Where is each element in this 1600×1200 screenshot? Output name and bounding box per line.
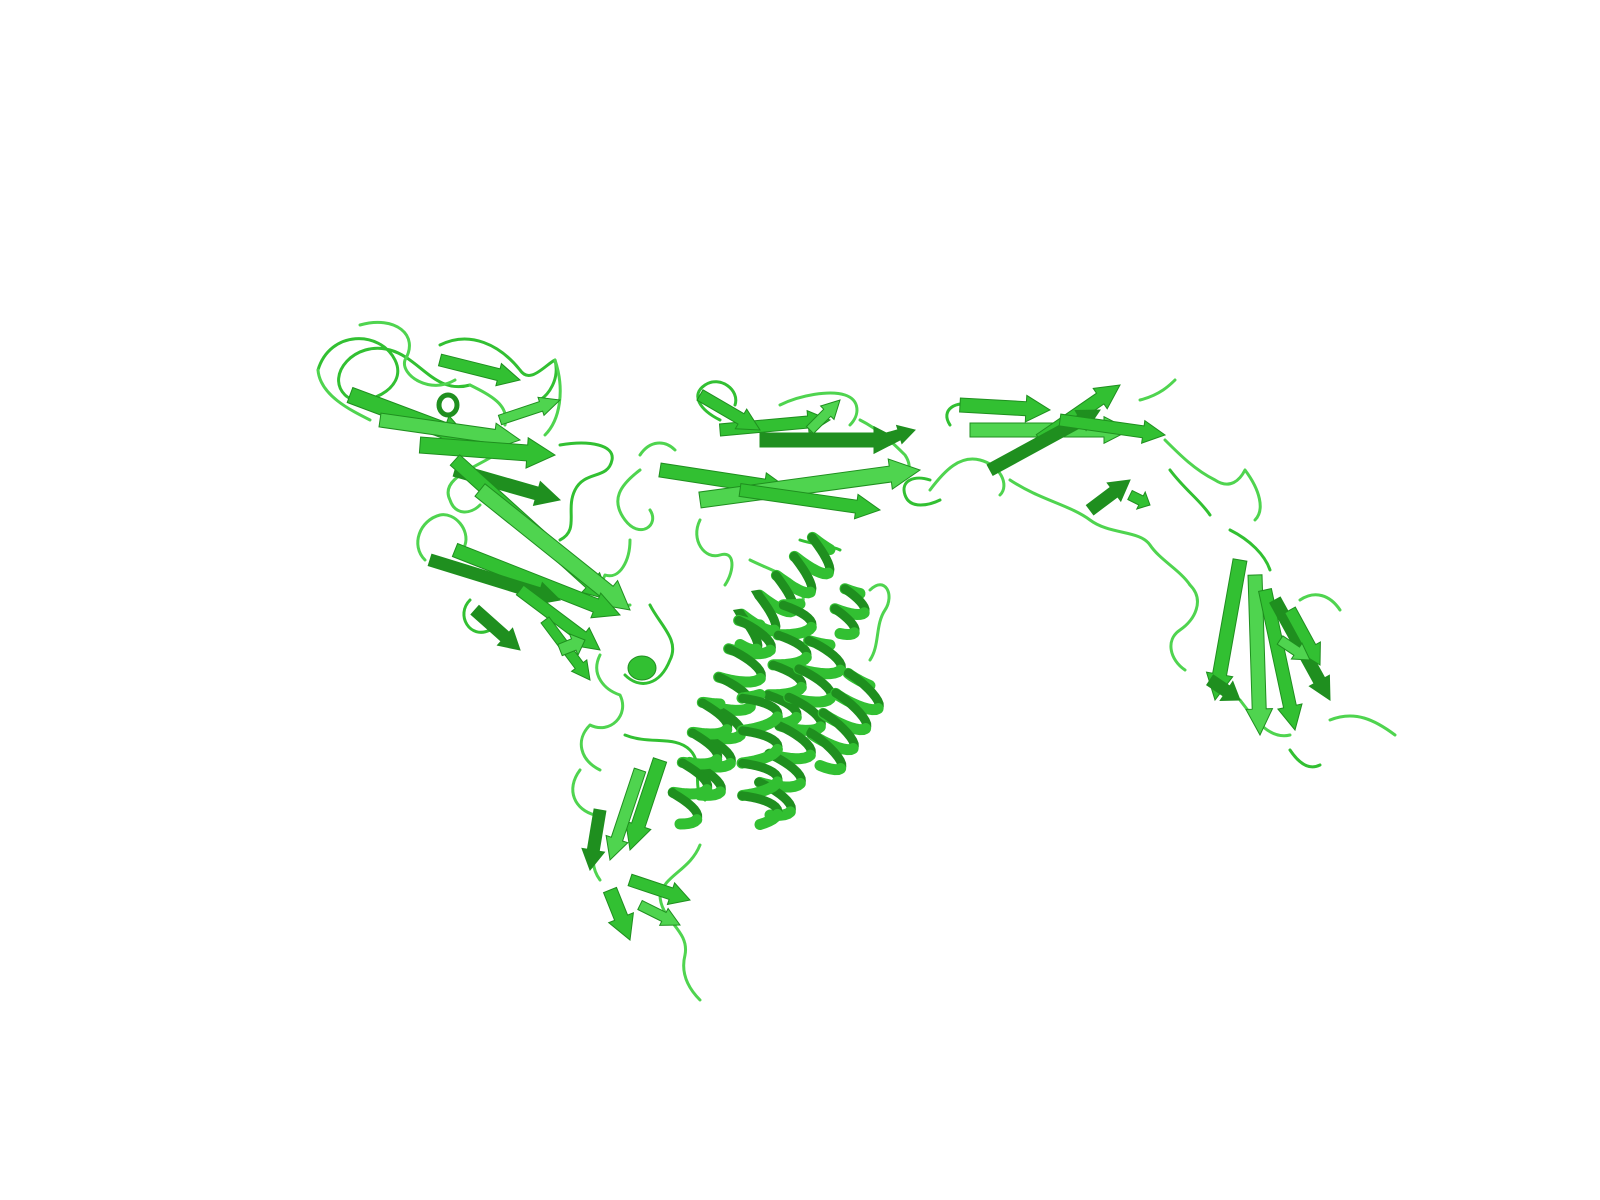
- coil-loop: [1138, 378, 1177, 402]
- helix-back-segment: [697, 698, 733, 733]
- helix-back-segment: [784, 692, 826, 730]
- beta-strand-arrow: [451, 542, 622, 619]
- helix-back-segment: [677, 758, 713, 793]
- helix-back-segment: [763, 690, 802, 720]
- helix-back-segment: [843, 668, 884, 712]
- helix-segment: [754, 808, 783, 830]
- beta-strand-arrow: [959, 394, 1052, 423]
- beta-strand-arrow: [605, 767, 647, 862]
- beta-strand-arrow: [437, 353, 522, 387]
- beta-strand-arrow: [738, 483, 882, 520]
- beta-strand-arrow: [1206, 674, 1241, 702]
- helix-segment: [674, 814, 703, 830]
- coil-loop: [1328, 714, 1397, 737]
- helix-back-segment: [768, 660, 807, 690]
- helix-back-segment: [724, 644, 766, 681]
- helix-back-segment: [806, 727, 847, 772]
- beta-strands: [346, 353, 1331, 941]
- helix-back-segment: [773, 630, 812, 660]
- helix-back-segment: [687, 728, 723, 763]
- coil-loop: [1169, 583, 1199, 672]
- helix-back-segment: [734, 616, 776, 653]
- helix-turn: [436, 392, 460, 418]
- beta-strand-arrow: [602, 886, 635, 941]
- coil-loop: [1163, 438, 1262, 522]
- coil-loop: [928, 457, 1006, 497]
- coil-loop: [558, 441, 614, 542]
- beta-strand-arrow: [877, 424, 916, 446]
- coil-loop: [446, 453, 497, 514]
- beta-strand-arrow: [470, 604, 521, 651]
- helix-back-segment: [737, 791, 783, 817]
- coil-loops: [316, 320, 1397, 1002]
- helix-back-segment: [794, 664, 836, 701]
- coil-loop: [316, 368, 372, 422]
- helix-back-segment: [738, 726, 783, 752]
- helix-back-segment: [804, 636, 846, 673]
- helix-segment: [814, 760, 847, 776]
- helix-back-segment: [807, 532, 835, 577]
- coil-loop: [1008, 478, 1192, 587]
- coil-loop: [358, 320, 457, 387]
- helix-turn: [627, 655, 657, 681]
- coil-loop: [1168, 468, 1212, 517]
- coil-loop: [616, 468, 655, 532]
- coil-loop: [543, 358, 562, 437]
- helix-back-segment: [789, 551, 817, 596]
- coil-loop: [438, 337, 558, 402]
- helix-back-segment: [831, 688, 872, 732]
- coil-loop: [316, 337, 472, 402]
- beta-strand-arrow: [624, 757, 668, 852]
- helix-segment: [834, 627, 860, 641]
- coil-loop: [623, 603, 675, 685]
- helix-back-segment: [750, 589, 781, 634]
- alpha-helix: [736, 689, 783, 830]
- helix-back-segment: [818, 708, 859, 752]
- coil-loop: [416, 513, 468, 562]
- helix-back-segment: [667, 787, 703, 823]
- helix-back-segment: [778, 600, 817, 630]
- beta-strand-arrow: [581, 808, 607, 871]
- coil-loop: [1228, 528, 1272, 572]
- coil-loop: [902, 476, 942, 507]
- alpha-helices: [436, 392, 884, 830]
- coil-loop: [638, 441, 677, 457]
- coil-loop: [623, 733, 707, 802]
- coil-loop: [462, 598, 492, 634]
- helix-back-segment: [738, 693, 783, 719]
- beta-strand-arrow: [627, 873, 691, 906]
- beta-strand-arrow: [1127, 489, 1151, 510]
- helix-back-segment: [774, 720, 816, 758]
- beta-strand-arrow: [1058, 413, 1167, 444]
- coil-loop: [695, 518, 734, 587]
- coil-loop: [778, 391, 859, 427]
- alpha-helix: [763, 598, 817, 730]
- beta-strand-arrow: [418, 436, 557, 469]
- beta-strand-arrow: [1085, 479, 1131, 516]
- beta-strand-arrow: [637, 899, 681, 926]
- coil-loop: [579, 653, 625, 772]
- helix-back-segment: [738, 758, 783, 784]
- coil-loop: [1288, 748, 1322, 769]
- beta-strand-arrow: [696, 389, 761, 431]
- alpha-helix: [829, 583, 870, 641]
- beta-strand-arrow: [497, 396, 562, 426]
- beta-strand-arrow: [1276, 635, 1311, 661]
- beta-strand-arrow: [557, 633, 586, 657]
- coil-loop: [1298, 593, 1342, 612]
- alpha-helix: [667, 696, 733, 830]
- beta-strand-arrow: [805, 399, 841, 435]
- alpha-helix: [806, 667, 884, 776]
- coil-loop: [868, 583, 891, 662]
- coil-loop: [696, 380, 738, 422]
